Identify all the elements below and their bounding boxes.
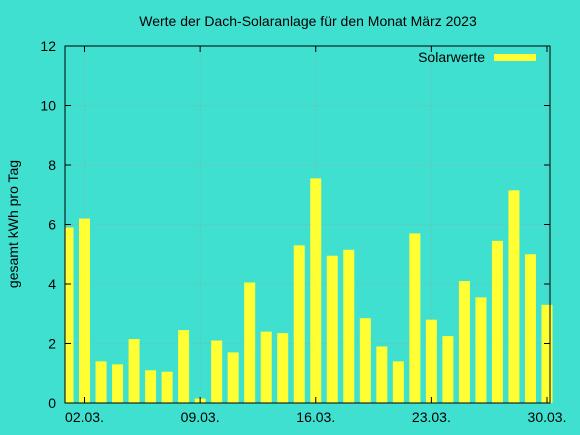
x-tick-label: 30.03. <box>528 409 567 425</box>
x-tick-label: 23.03. <box>412 409 451 425</box>
bar <box>95 361 107 403</box>
axes <box>64 45 551 404</box>
bar <box>359 318 371 403</box>
bar <box>128 339 140 403</box>
x-tick-label: 02.03. <box>65 409 104 425</box>
bar <box>508 190 520 403</box>
y-tick-label: 10 <box>40 98 56 114</box>
bar <box>442 336 454 403</box>
legend-swatch <box>494 54 536 61</box>
chart-title: Werte der Dach-Solaranlage für den Monat… <box>139 13 477 29</box>
bar <box>293 245 305 403</box>
bar <box>491 240 503 403</box>
y-tick-label: 12 <box>40 38 56 54</box>
bar <box>79 218 91 403</box>
y-tick-label: 0 <box>48 395 56 411</box>
x-tick-label: 09.03. <box>181 409 220 425</box>
bar <box>227 352 239 403</box>
y-tick-label: 8 <box>48 157 56 173</box>
bar <box>244 282 256 403</box>
x-tick-label: 16.03. <box>296 409 335 425</box>
bars <box>65 178 553 403</box>
legend: Solarwerte <box>418 49 536 65</box>
bar <box>145 370 157 403</box>
bar <box>524 254 536 403</box>
bar <box>112 364 124 403</box>
bar <box>425 319 437 403</box>
bar <box>475 297 487 403</box>
bar <box>161 371 173 403</box>
y-tick-labels: 0 2 4 6 8 10 12 <box>40 38 56 411</box>
bar <box>310 178 322 403</box>
bar <box>211 340 223 403</box>
bar <box>343 249 355 403</box>
y-axis-label: gesamt kWh pro Tag <box>5 160 21 288</box>
bar <box>541 304 553 403</box>
bar <box>392 361 404 403</box>
bar <box>409 233 421 403</box>
bar <box>260 331 272 403</box>
bar <box>178 330 190 403</box>
y-tick-label: 2 <box>48 336 56 352</box>
y-tick-label: 4 <box>48 276 56 292</box>
bar <box>65 227 74 403</box>
bar <box>458 281 470 403</box>
bar <box>326 255 338 403</box>
x-tick-labels: 02.03. 09.03. 16.03. 23.03. 30.03. <box>65 409 566 425</box>
legend-label: Solarwerte <box>418 49 485 65</box>
bar <box>376 346 388 403</box>
bar <box>277 333 289 403</box>
plot-border <box>64 45 551 404</box>
y-tick-label: 6 <box>48 217 56 233</box>
